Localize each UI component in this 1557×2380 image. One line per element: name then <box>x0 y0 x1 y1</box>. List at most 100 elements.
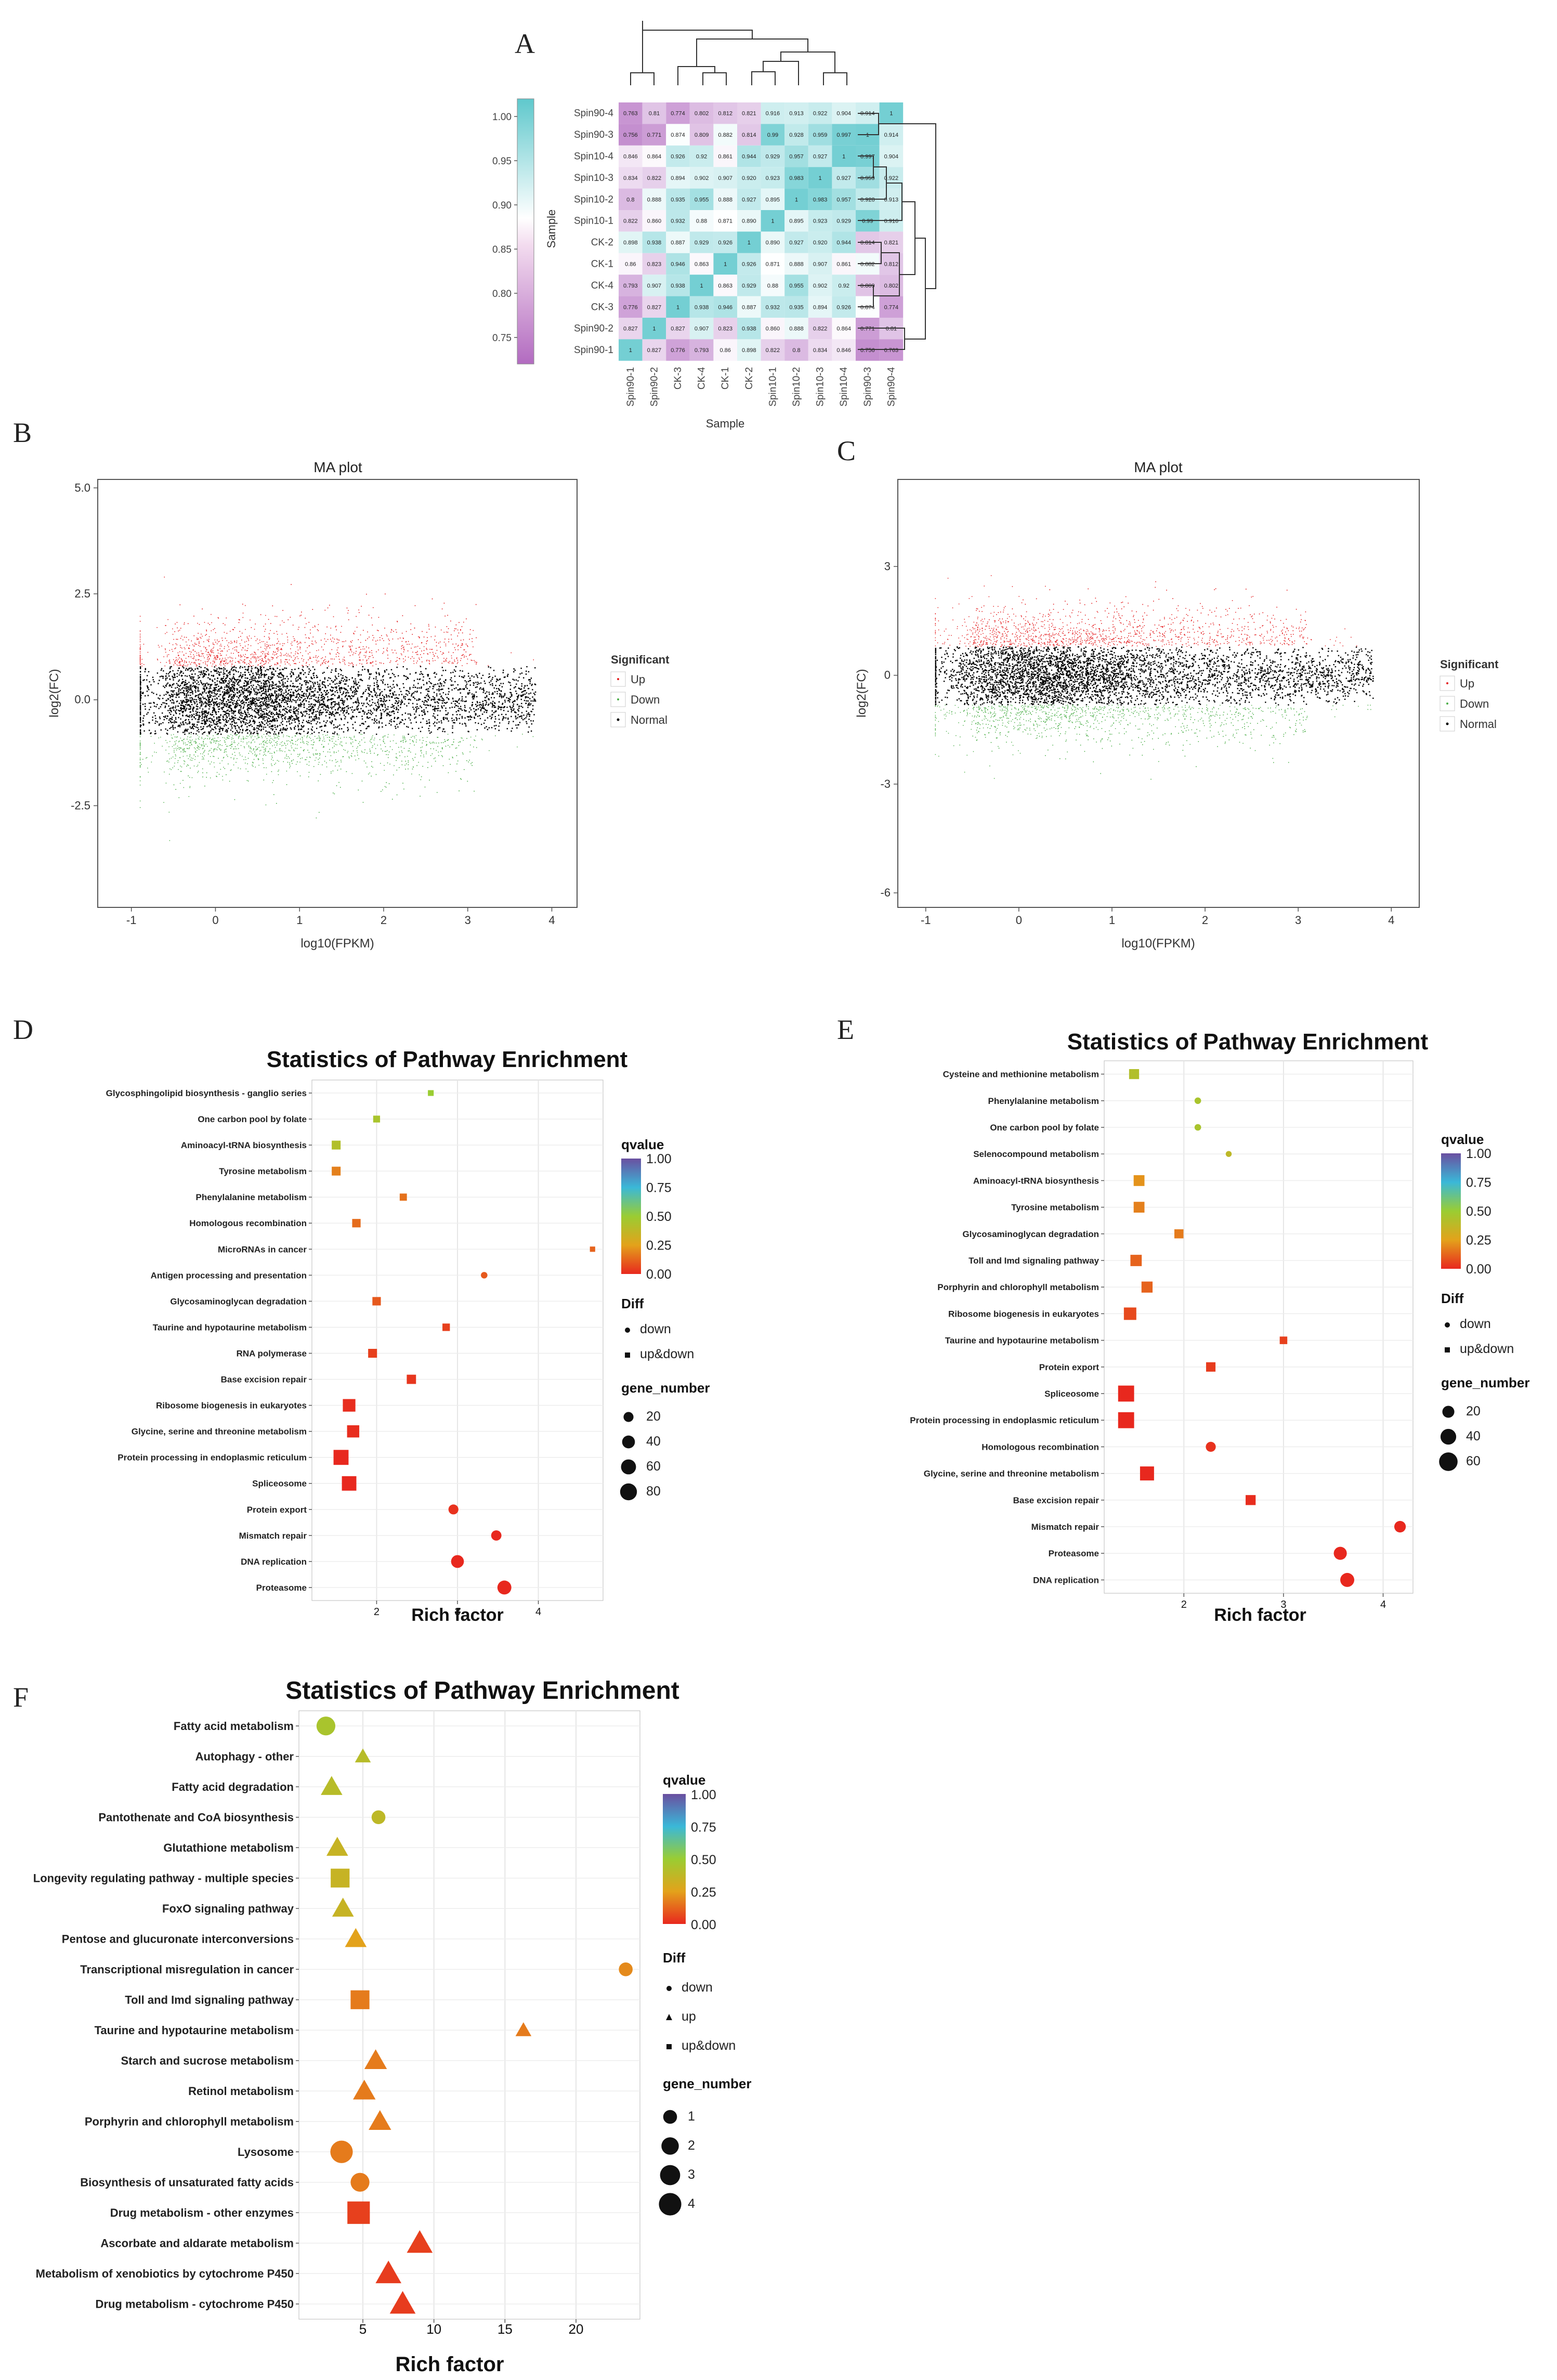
heatmap-cell-value: 0.920 <box>742 175 756 181</box>
legend-gene-label: 20 <box>646 1409 661 1424</box>
heatmap-row-label: Spin10-2 <box>574 194 613 205</box>
heatmap-cell-value: 0.895 <box>789 218 804 225</box>
heatmap-cell-value: 0.756 <box>623 132 638 138</box>
pathway-point <box>515 2022 532 2036</box>
heatmap-cell <box>642 210 666 232</box>
heatmap-cell-value: 0.926 <box>836 304 851 310</box>
heatmap-cell-value: 0.887 <box>742 304 756 310</box>
pathway-label: Glycine, serine and threonine metabolism <box>924 1469 1099 1479</box>
pathway-point <box>1140 1466 1154 1481</box>
pathway-label: Protein processing in endoplasmic reticu… <box>117 1453 307 1463</box>
legend-qvalue-tick: 0.25 <box>691 1885 716 1900</box>
legend-qvalue-tick: 0.50 <box>1466 1204 1491 1219</box>
panel-label-c: C <box>837 435 856 466</box>
pathway-point <box>355 1748 371 1763</box>
pathway-label: Drug metabolism - cytochrome P450 <box>96 2297 294 2310</box>
heatmap-cell <box>737 124 761 146</box>
legend-diff-label: up <box>682 2009 696 2024</box>
ma-plot-c-points <box>935 575 1374 780</box>
pathway-point <box>407 1374 416 1384</box>
heatmap-cell-value: 1 <box>629 347 632 354</box>
heatmap-cell-value: 0.846 <box>836 347 851 354</box>
heatmap-cell <box>879 167 904 189</box>
heatmap-cell <box>713 102 737 124</box>
heatmap-cell-value: 0.907 <box>813 262 828 268</box>
pathway-point <box>353 2079 376 2100</box>
heatmap-cell <box>666 231 690 253</box>
heatmap-cell-value: 0.997 <box>860 154 875 160</box>
heatmap-cell-value: 0.863 <box>695 262 709 268</box>
legend-gene-marker <box>660 2165 681 2186</box>
heatmap-column-label: Spin90-2 <box>649 367 660 407</box>
heatmap-row-label: Spin90-1 <box>574 345 613 356</box>
heatmap-cell <box>737 167 761 189</box>
heatmap-cell-value: 0.92 <box>838 283 849 289</box>
heatmap-cell-value: 0.932 <box>766 304 780 310</box>
legend-qvalue-title: qvalue <box>1441 1132 1484 1147</box>
heatmap-cell <box>689 145 714 167</box>
heatmap-cell <box>761 339 785 361</box>
heatmap-cell <box>761 188 785 210</box>
pathway-label: MicroRNAs in cancer <box>218 1244 307 1254</box>
legend-diff-label: up&down <box>640 1347 694 1361</box>
heatmap-cell <box>689 339 714 361</box>
enrichment-x-tick-label: 2 <box>374 1606 380 1618</box>
pathway-point <box>1194 1097 1201 1104</box>
heatmap-cell-value: 0.8 <box>626 197 634 203</box>
heatmap-cell <box>619 167 643 189</box>
ma-plot-c-frame <box>897 479 1420 908</box>
pathway-label: Proteasome <box>1049 1549 1099 1558</box>
colorbar-tick-label: 0.80 <box>492 289 512 300</box>
legend-qvalue-tick: 0.00 <box>646 1267 672 1282</box>
heatmap-cell <box>619 253 643 275</box>
heatmap-cell <box>642 253 666 275</box>
heatmap-cell-value: 0.822 <box>813 326 828 332</box>
heatmap-cell <box>642 318 666 340</box>
heatmap-cell-value: 0.864 <box>836 326 851 332</box>
heatmap-cell-value: 0.88 <box>696 218 707 225</box>
ma-plot-c-legend: Significant Up Down Normal <box>1440 658 1499 732</box>
ma-plot-b-x-label: log10(FPKM) <box>300 937 374 951</box>
heatmap-cell <box>642 145 666 167</box>
pathway-label: Autophagy - other <box>195 1750 294 1763</box>
heatmap-cell-value: 0.887 <box>671 240 685 246</box>
enrichment-x-tick-label: 2 <box>1181 1599 1187 1610</box>
heatmap-cell-value: 0.922 <box>813 111 828 117</box>
heatmap-column-labels: Spin90-1 Spin90-2 CK-3 CK-4 CK-1 CK-2 Spin10-1… <box>625 367 897 406</box>
heatmap-cell-value: 0.882 <box>718 132 732 138</box>
heatmap-cell-value: 0.756 <box>860 347 875 354</box>
heatmap-cell-value: 0.932 <box>671 218 685 225</box>
pathway-point <box>442 1323 450 1331</box>
legend-diff-title: Diff <box>621 1296 644 1311</box>
heatmap-cell <box>666 210 690 232</box>
pathway-label: Lysosome <box>238 2145 294 2158</box>
heatmap-cell <box>784 145 808 167</box>
heatmap-cell-value: 0.802 <box>884 283 899 289</box>
heatmap-cell <box>642 339 666 361</box>
ma-plot-c-legend-title: Significant <box>1440 658 1499 671</box>
pathway-point <box>1133 1202 1145 1213</box>
heatmap-cell-value: 0.922 <box>884 175 899 181</box>
heatmap-cell <box>689 210 714 232</box>
heatmap-cell <box>808 253 832 275</box>
pathway-label: Taurine and hypotaurine metabolism <box>95 2024 294 2037</box>
heatmap-column-label: CK-1 <box>720 367 731 389</box>
pathway-label: Pentose and glucuronate interconversions <box>62 1932 294 1945</box>
heatmap-column-label: CK-3 <box>673 367 684 389</box>
enrichment-x-tick-label: 4 <box>535 1606 541 1618</box>
heatmap-cell-value: 0.898 <box>623 240 638 246</box>
heatmap-cell-value: 1 <box>724 262 727 268</box>
heatmap-cell <box>879 231 904 253</box>
pathway-point <box>364 2049 387 2070</box>
enrichment-x-tick-label: 4 <box>1380 1599 1386 1610</box>
heatmap-cell-value: 0.871 <box>718 218 732 225</box>
colorbar-tick-label: 1.00 <box>492 112 512 123</box>
heatmap-cell-value: 0.926 <box>718 240 732 246</box>
heatmap-cell <box>619 145 643 167</box>
heatmap-cell <box>761 231 785 253</box>
ma-y-tick-label: -3 <box>880 777 891 790</box>
ma-plot-b-legend-normal: Normal <box>631 713 668 726</box>
panel-label-d: D <box>13 1014 33 1045</box>
ma-plot-c-y-label: log2(FC) <box>855 669 869 717</box>
